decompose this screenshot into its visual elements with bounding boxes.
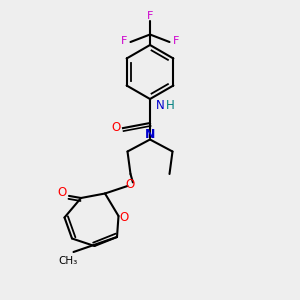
- Text: O: O: [126, 178, 135, 191]
- Text: N: N: [156, 99, 165, 112]
- Text: O: O: [119, 211, 128, 224]
- Text: F: F: [121, 36, 127, 46]
- Text: CH₃: CH₃: [59, 256, 78, 266]
- Text: O: O: [112, 121, 121, 134]
- Text: N: N: [145, 128, 155, 142]
- Text: O: O: [57, 185, 66, 199]
- Text: H: H: [166, 99, 175, 112]
- Text: F: F: [173, 36, 179, 46]
- Text: F: F: [147, 11, 153, 21]
